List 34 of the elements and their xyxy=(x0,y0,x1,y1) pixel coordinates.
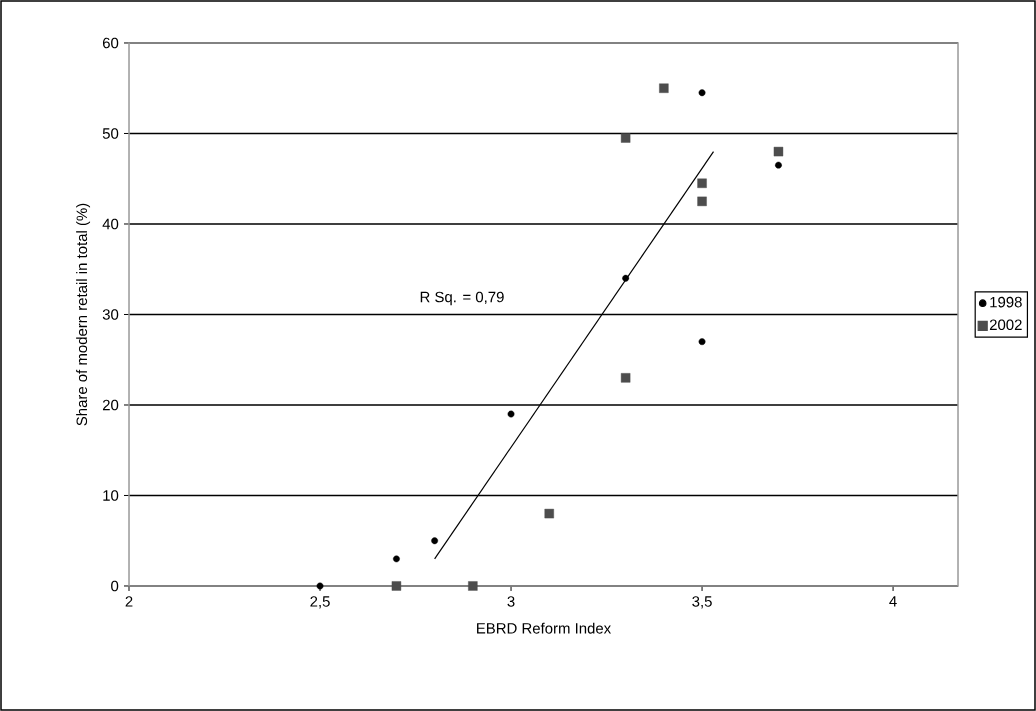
point xyxy=(316,582,324,590)
y-tick-label: 0 xyxy=(111,580,119,592)
x-tick-label: 2 xyxy=(125,596,133,607)
point xyxy=(391,581,402,591)
legend-label: 2002 xyxy=(989,319,1022,331)
y-tick-label: 10 xyxy=(103,490,119,501)
y-axis-title: Share of modern retail in total (%) xyxy=(76,203,91,426)
point xyxy=(698,338,706,346)
x-tick-label: 3 xyxy=(507,596,515,607)
point xyxy=(697,196,707,207)
y-tick-label: 40 xyxy=(102,218,119,230)
x-axis-title: EBRD Reform Index xyxy=(477,622,612,634)
y-tick-label: 60 xyxy=(102,37,119,49)
y-tick-label: 50 xyxy=(102,128,119,139)
x-tick-label: 2,5 xyxy=(310,596,330,609)
point xyxy=(775,161,782,169)
legend-label: 1998 xyxy=(990,296,1022,308)
x-tick-label: 3,5 xyxy=(692,596,712,609)
x-tick-label: 4 xyxy=(889,596,897,607)
annotation: R Sq. = 0,79 xyxy=(420,291,504,306)
y-tick-label: 20 xyxy=(102,399,119,411)
y-tick-label: 30 xyxy=(102,309,119,320)
point xyxy=(622,274,630,282)
point xyxy=(620,133,631,143)
point xyxy=(659,83,669,93)
point xyxy=(393,555,400,563)
point xyxy=(544,508,554,519)
point xyxy=(697,178,707,188)
point xyxy=(468,581,478,591)
point xyxy=(507,410,515,418)
point xyxy=(620,373,631,383)
point xyxy=(773,146,784,157)
point xyxy=(431,537,439,545)
point xyxy=(698,89,706,97)
